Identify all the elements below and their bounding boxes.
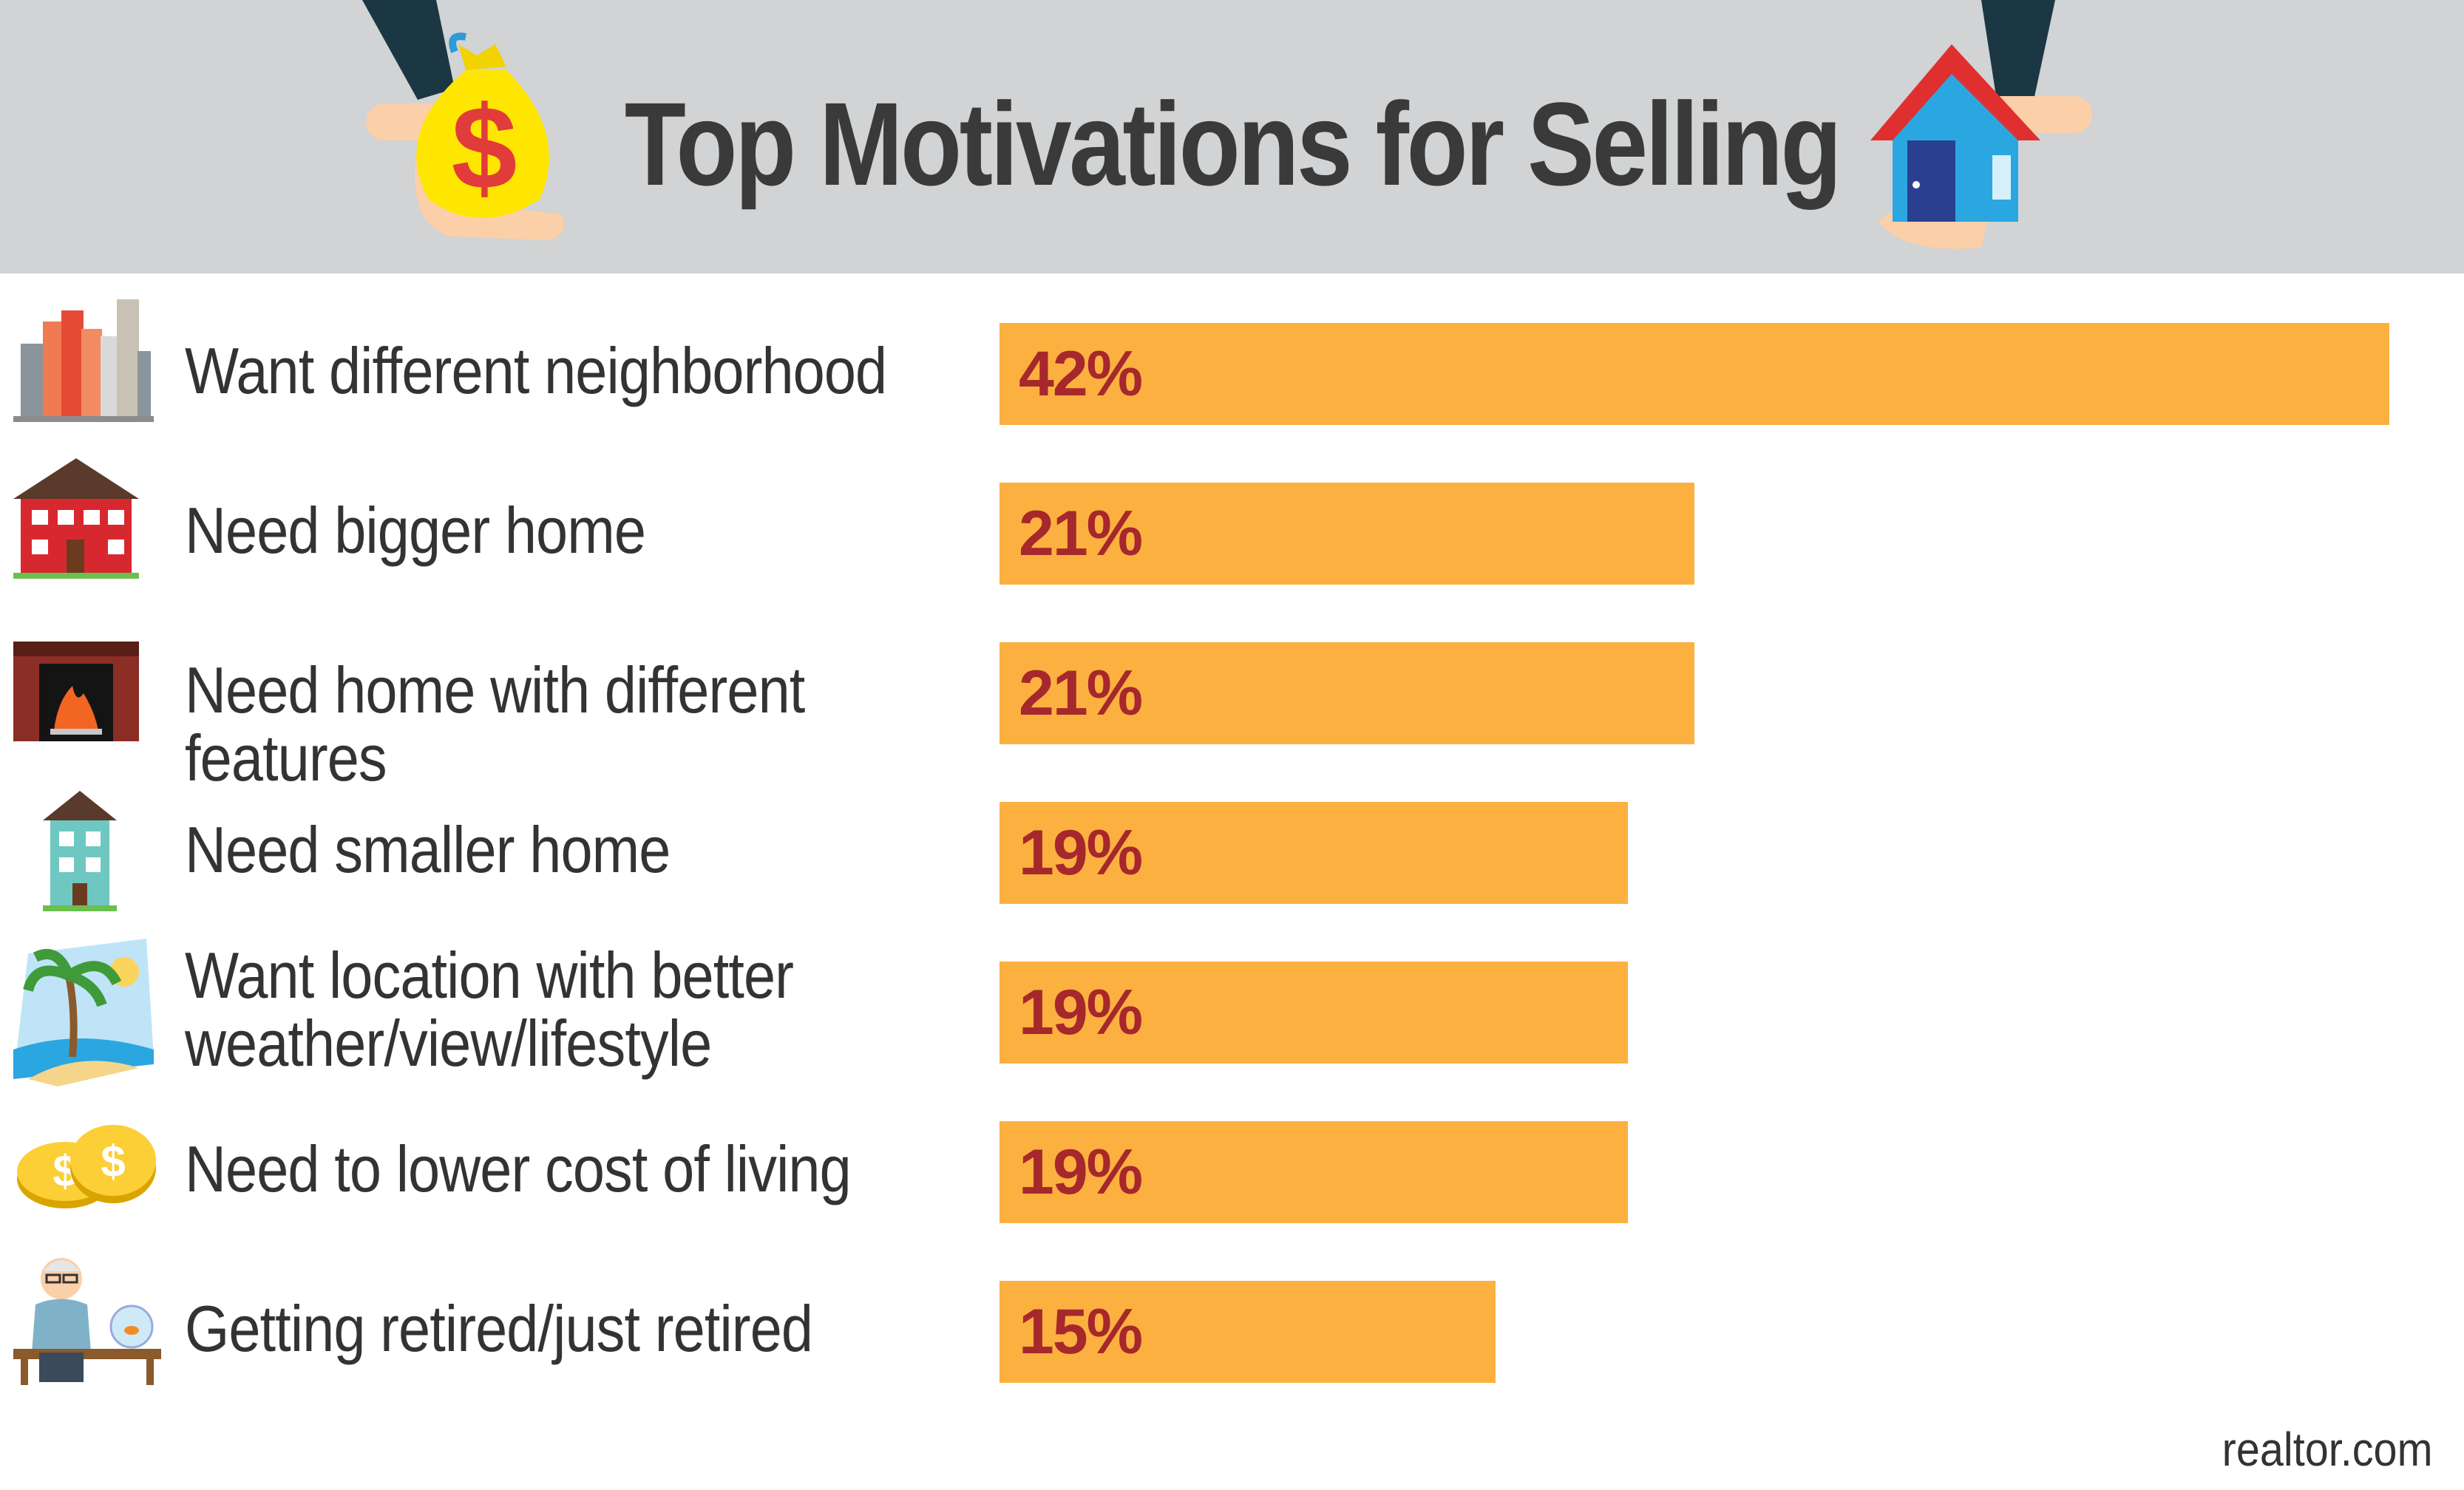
- fireplace-icon: [13, 642, 139, 741]
- coins-icon: $ $: [17, 1125, 156, 1208]
- svg-text:$: $: [101, 1137, 125, 1186]
- bar-3: [999, 642, 1694, 744]
- bar-value-label: 15%: [1019, 1296, 1143, 1367]
- bar-1: [999, 323, 2389, 425]
- category-label: Need home with different features: [185, 656, 887, 792]
- chart-header: $ Top Motivations for Selling: [0, 0, 2464, 273]
- bar-value-label: 19%: [1019, 817, 1143, 888]
- category-label: Want different neighborhood: [185, 337, 887, 405]
- retired-man-icon: [13, 1258, 161, 1385]
- category-label-line: Want different neighborhood: [185, 334, 887, 407]
- category-label: Need smaller home: [185, 816, 887, 884]
- bar-4: [999, 802, 1628, 904]
- chart-title: Top Motivations for Selling: [624, 78, 1842, 210]
- bar-chart: $ $ 42% Want different neighborhood 21% Nee…: [0, 273, 2464, 1490]
- bar-value-label: 19%: [1019, 977, 1143, 1048]
- beach-palm-icon: [13, 939, 154, 1086]
- category-label: Getting retired/just retired: [185, 1295, 887, 1363]
- money-bag-hand-icon: $: [362, 0, 564, 240]
- category-label-line: Need to lower cost of living: [185, 1132, 852, 1205]
- bar-value-label: 21%: [1019, 498, 1143, 569]
- bar-7: [999, 1281, 1496, 1383]
- category-label-line: Getting retired/just retired: [185, 1292, 813, 1365]
- category-label-line: Need smaller home: [185, 813, 671, 886]
- bar-value-label: 19%: [1019, 1137, 1143, 1208]
- svg-text:$: $: [452, 81, 517, 214]
- bar-value-label: 42%: [1019, 339, 1143, 409]
- bar-value-label: 21%: [1019, 658, 1143, 729]
- small-house-icon: [43, 791, 117, 911]
- category-label-line: Want location with better: [185, 939, 794, 1012]
- red-house-icon: [13, 458, 139, 579]
- house-hand-icon: [1870, 0, 2092, 249]
- source-credit: realtor.com: [2222, 1423, 2433, 1476]
- city-buildings-icon: [13, 299, 154, 422]
- category-label: Need to lower cost of living: [185, 1135, 887, 1203]
- category-label-line: Need bigger home: [185, 494, 646, 567]
- bar-2: [999, 483, 1694, 585]
- category-label: Need bigger home: [185, 497, 887, 565]
- category-label-line: Need home with different features: [185, 653, 805, 795]
- bar-5: [999, 962, 1628, 1064]
- bar-6: [999, 1121, 1628, 1223]
- category-label-line: weather/view/lifestyle: [185, 1007, 712, 1080]
- category-label: Want location with better weather/view/li…: [185, 942, 887, 1078]
